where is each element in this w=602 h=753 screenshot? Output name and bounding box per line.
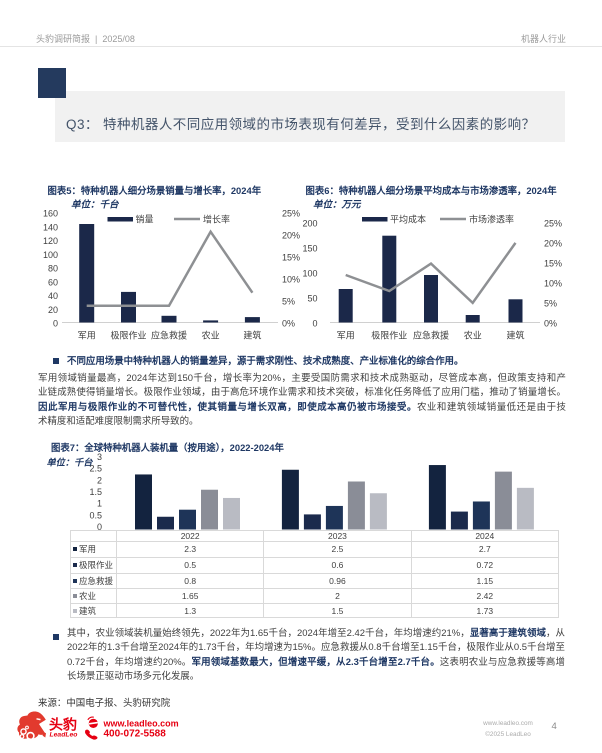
svg-text:市场渗透率: 市场渗透率 [469, 214, 514, 225]
svg-text:0%: 0% [282, 319, 295, 329]
svg-text:25%: 25% [282, 209, 300, 219]
svg-text:军用: 军用 [78, 331, 96, 341]
svg-text:3: 3 [97, 452, 102, 462]
svg-text:建筑: 建筑 [243, 330, 261, 341]
svg-text:0: 0 [312, 319, 317, 329]
svg-text:图表6：特种机器人细分场景平均成本与市场渗透率，2024年: 图表6：特种机器人细分场景平均成本与市场渗透率，2024年 [306, 185, 558, 196]
svg-text:头豹: 头豹 [49, 717, 77, 733]
svg-text:100: 100 [43, 250, 58, 260]
svg-text:单位：千台: 单位：千台 [71, 199, 120, 211]
svg-text:80: 80 [48, 264, 58, 274]
svg-text:1: 1 [97, 499, 102, 509]
svg-text:200: 200 [302, 219, 317, 229]
svg-text:www.leadleo.com: www.leadleo.com [103, 719, 179, 729]
svg-text:15%: 15% [282, 253, 300, 263]
svg-text:销量: 销量 [136, 214, 154, 225]
svg-text:10%: 10% [282, 275, 300, 285]
svg-text:应急救援: 应急救援 [413, 330, 449, 341]
svg-text:1.5: 1.5 [89, 487, 102, 497]
svg-text:应急救援: 应急救援 [151, 330, 187, 341]
svg-text:100: 100 [302, 269, 317, 279]
svg-text:0.5: 0.5 [89, 510, 102, 520]
svg-text:单位：千台: 单位：千台 [47, 457, 94, 468]
svg-text:60: 60 [48, 277, 58, 287]
svg-text:0%: 0% [544, 319, 557, 329]
svg-text:140: 140 [43, 222, 58, 232]
svg-text:极限作业: 极限作业 [371, 330, 407, 341]
svg-text:农业: 农业 [464, 330, 482, 341]
svg-text:LeadLeo: LeadLeo [50, 731, 78, 738]
svg-text:建筑: 建筑 [506, 330, 524, 341]
svg-text:0: 0 [53, 319, 58, 329]
svg-text:15%: 15% [544, 259, 562, 269]
svg-text:单位：万元: 单位：万元 [313, 199, 362, 211]
svg-text:军用: 军用 [337, 331, 355, 341]
svg-text:40: 40 [48, 291, 58, 301]
svg-text:图表7：全球特种机器人装机量（按用途），2022-2024年: 图表7：全球特种机器人装机量（按用途），2022-2024年 [51, 442, 284, 453]
svg-text:农业: 农业 [202, 330, 220, 341]
svg-text:平均成本: 平均成本 [390, 214, 426, 225]
svg-text:20%: 20% [544, 239, 562, 249]
svg-text:25%: 25% [544, 219, 562, 229]
svg-text:2: 2 [97, 475, 102, 485]
svg-text:50: 50 [307, 294, 317, 304]
svg-text:400-072-5588: 400-072-5588 [104, 729, 167, 740]
svg-text:10%: 10% [544, 279, 562, 289]
svg-text:极限作业: 极限作业 [110, 330, 146, 341]
svg-text:图表5：特种机器人细分场景销量与增长率，2024年: 图表5：特种机器人细分场景销量与增长率，2024年 [48, 185, 262, 196]
svg-text:20%: 20% [282, 231, 300, 241]
svg-text:0: 0 [97, 522, 102, 532]
svg-text:5%: 5% [544, 299, 557, 309]
svg-text:150: 150 [302, 244, 317, 254]
svg-text:5%: 5% [282, 297, 295, 307]
svg-text:增长率: 增长率 [203, 214, 230, 225]
svg-text:120: 120 [43, 236, 58, 246]
svg-text:2.5: 2.5 [89, 464, 102, 474]
svg-text:20: 20 [48, 305, 58, 315]
svg-text:160: 160 [43, 209, 58, 219]
